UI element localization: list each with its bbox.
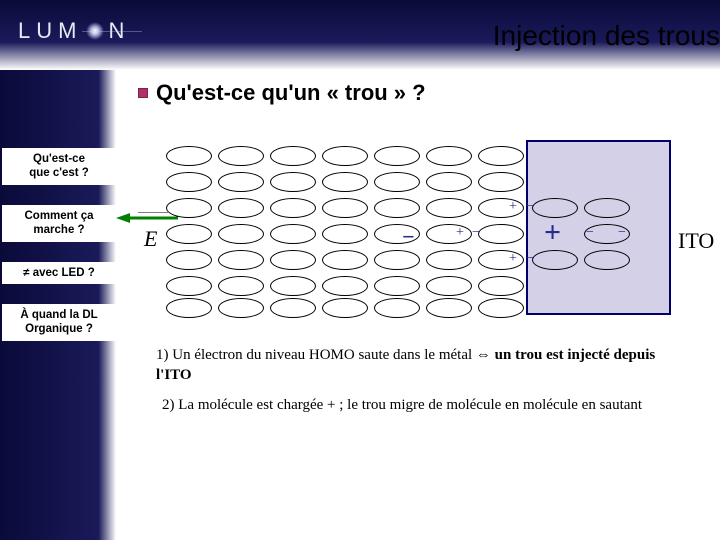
molecule-ellipse xyxy=(584,250,630,270)
molecule-ellipse xyxy=(166,146,212,166)
molecule-ellipse xyxy=(322,298,368,318)
molecule-ellipse xyxy=(166,172,212,192)
lens-flare-icon xyxy=(86,22,104,40)
molecule-ellipse xyxy=(166,224,212,244)
minus-charge: − xyxy=(472,226,480,240)
molecule-ellipse xyxy=(478,298,524,318)
molecule-ellipse xyxy=(478,224,524,244)
minus-charge: − xyxy=(618,226,626,240)
molecule-ellipse xyxy=(322,250,368,270)
molecule-ellipse xyxy=(426,298,472,318)
molecule-ellipse xyxy=(426,146,472,166)
sidebar-item-when[interactable]: À quand la DLOrganique ? xyxy=(0,304,116,341)
molecule-ellipse xyxy=(374,146,420,166)
sidebar-item-what[interactable]: Qu'est-ceque c'est ? xyxy=(0,148,116,185)
molecule-ellipse xyxy=(478,250,524,270)
explanation-1-pre: 1) Un électron du niveau HOMO saute dans… xyxy=(156,347,476,363)
molecule-ellipse xyxy=(374,298,420,318)
molecule-ellipse xyxy=(218,298,264,318)
molecule-ellipse xyxy=(374,172,420,192)
molecule-ellipse xyxy=(478,198,524,218)
explanation-1: 1) Un électron du niveau HOMO saute dans… xyxy=(156,345,676,386)
plus-charge: + xyxy=(456,226,464,240)
molecule-ellipse xyxy=(532,250,578,270)
molecule-ellipse xyxy=(374,198,420,218)
minus-charge: − xyxy=(526,252,534,266)
molecule-ellipse xyxy=(218,276,264,296)
sidebar: Qu'est-ceque c'est ? Comment çamarche ? … xyxy=(0,70,116,540)
molecule-ellipse xyxy=(426,276,472,296)
molecule-ellipse xyxy=(270,224,316,244)
molecule-ellipse xyxy=(426,198,472,218)
minus-charge: − xyxy=(586,226,594,240)
explanation-2: 2) La molécule est chargée + ; le trou m… xyxy=(162,395,662,415)
sidebar-item-label: Comment çamarche ? xyxy=(24,210,93,236)
double-arrow-icon: ⇔ xyxy=(476,347,491,363)
sidebar-item-label: À quand la DLOrganique ? xyxy=(20,309,97,335)
logo: LUM N xyxy=(18,18,130,44)
ito-label: ITO xyxy=(678,228,714,254)
hole-injection-diagram: E ITO ++++−−−−−− xyxy=(146,140,706,320)
field-label: E xyxy=(144,226,157,252)
molecule-ellipse xyxy=(426,224,472,244)
plus-charge: + xyxy=(509,200,517,214)
molecule-ellipse xyxy=(374,276,420,296)
molecule-ellipse xyxy=(532,198,578,218)
molecule-ellipse xyxy=(166,198,212,218)
molecule-ellipse xyxy=(322,146,368,166)
slide-title: Injection des trous xyxy=(493,20,720,52)
plus-charge: + xyxy=(509,252,517,266)
molecule-ellipse xyxy=(322,276,368,296)
molecule-ellipse xyxy=(218,224,264,244)
sidebar-item-label: ≠ avec LED ? xyxy=(23,267,95,279)
sidebar-item-how[interactable]: Comment çamarche ? xyxy=(0,205,116,242)
minus-charge: − xyxy=(526,200,534,214)
molecule-ellipse xyxy=(270,298,316,318)
molecule-ellipse xyxy=(374,250,420,270)
molecule-ellipse xyxy=(426,172,472,192)
molecule-ellipse xyxy=(270,172,316,192)
molecule-ellipse xyxy=(270,146,316,166)
section-heading-text: Qu'est-ce qu'un « trou » ? xyxy=(156,80,426,106)
molecule-ellipse xyxy=(218,146,264,166)
molecule-ellipse xyxy=(322,224,368,244)
molecule-ellipse xyxy=(426,250,472,270)
sidebar-item-led[interactable]: ≠ avec LED ? xyxy=(0,262,116,284)
molecule-ellipse xyxy=(478,172,524,192)
molecule-ellipse xyxy=(478,146,524,166)
molecule-ellipse xyxy=(218,172,264,192)
section-heading: Qu'est-ce qu'un « trou » ? xyxy=(138,80,720,106)
content-area: Qu'est-ce qu'un « trou » ? E ITO ++++−−−… xyxy=(116,70,720,540)
sidebar-item-label: Qu'est-ceque c'est ? xyxy=(29,153,89,179)
plus-charge: + xyxy=(544,218,561,248)
molecule-ellipse xyxy=(322,172,368,192)
molecule-ellipse xyxy=(478,276,524,296)
molecule-ellipse xyxy=(166,298,212,318)
molecule-ellipse xyxy=(270,198,316,218)
molecule-ellipse xyxy=(270,276,316,296)
molecule-ellipse xyxy=(322,198,368,218)
molecule-ellipse xyxy=(166,250,212,270)
molecule-ellipse xyxy=(218,198,264,218)
molecule-ellipse xyxy=(270,250,316,270)
minus-charge: − xyxy=(402,226,415,248)
molecule-ellipse xyxy=(218,250,264,270)
molecule-ellipse xyxy=(584,198,630,218)
logo-text-left: LUM xyxy=(18,18,82,44)
header-bar: LUM N Injection des trous xyxy=(0,0,720,70)
molecule-ellipse xyxy=(166,276,212,296)
bullet-icon xyxy=(138,88,148,98)
